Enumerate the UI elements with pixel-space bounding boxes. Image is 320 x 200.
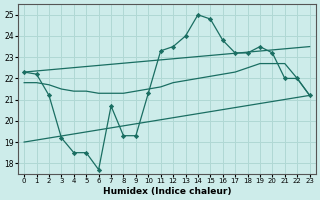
X-axis label: Humidex (Indice chaleur): Humidex (Indice chaleur) (103, 187, 231, 196)
